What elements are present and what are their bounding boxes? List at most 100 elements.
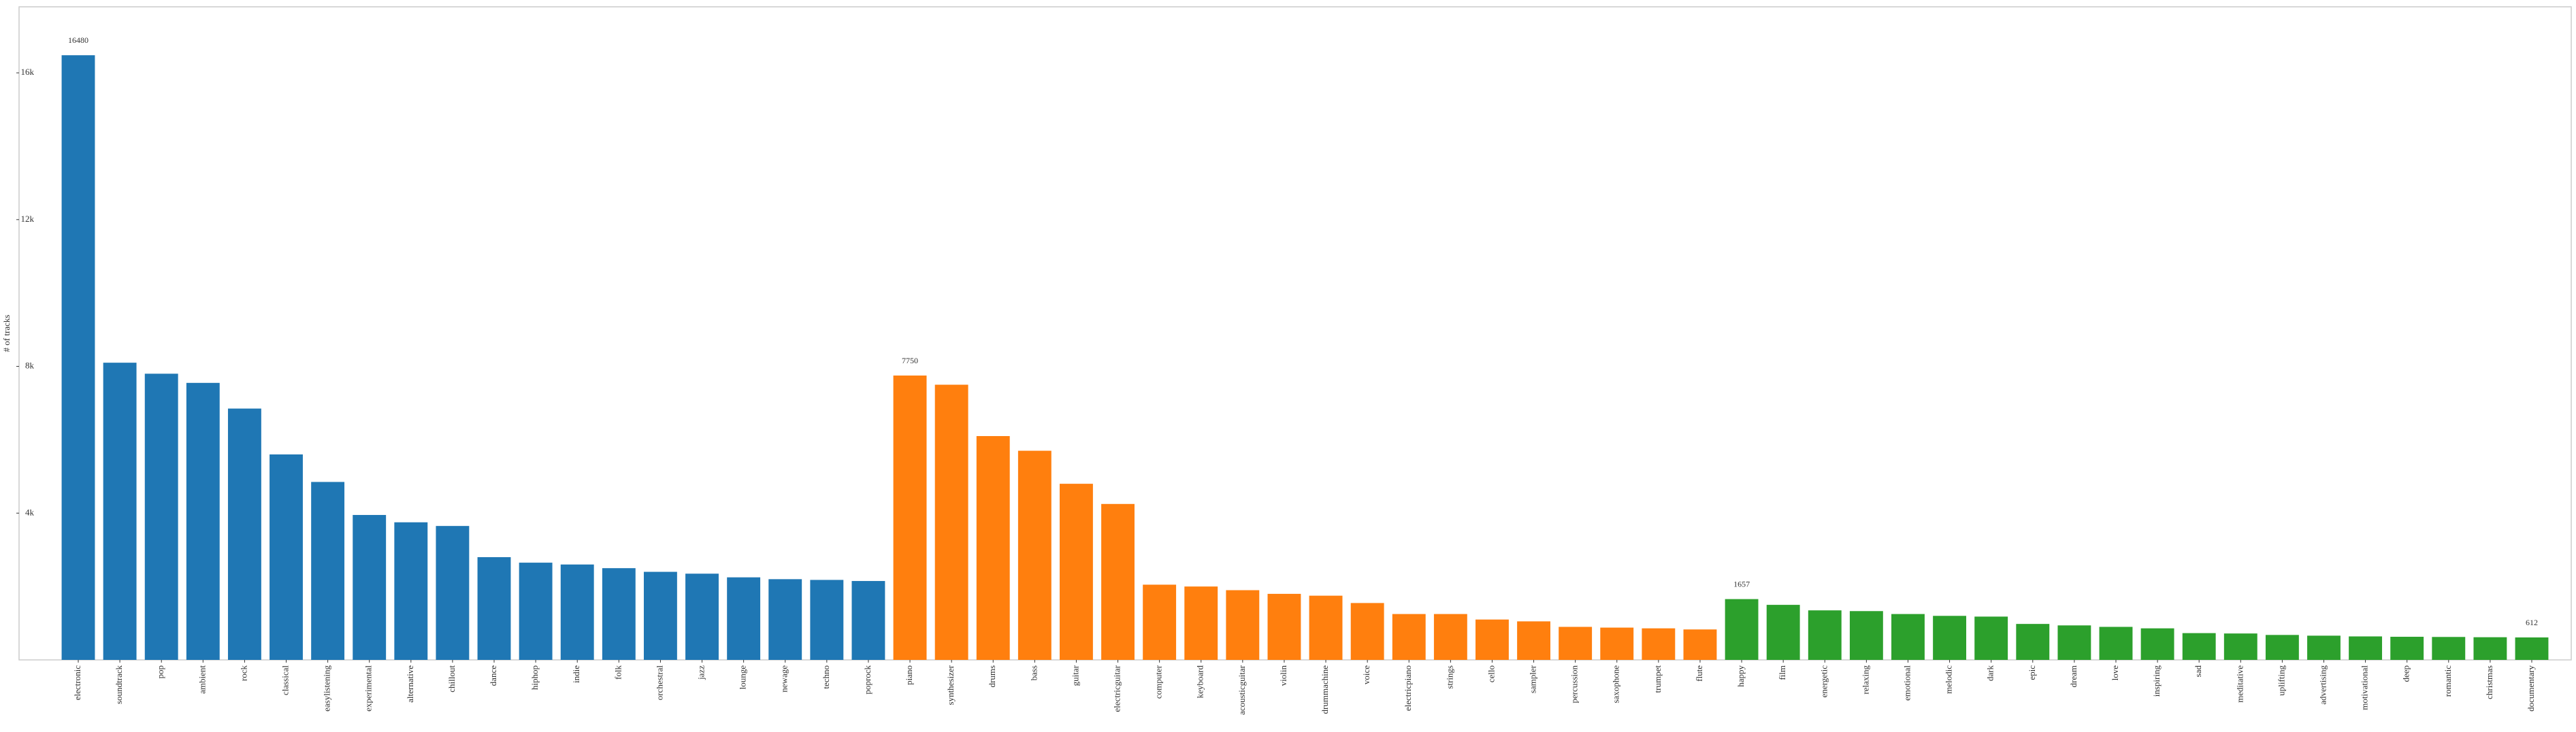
bar-electronic: [61, 55, 95, 660]
bar-love: [2099, 627, 2133, 660]
y-ticks-layer: 4k 8k 12k 16k: [16, 67, 35, 517]
bars-layer: [61, 55, 2549, 660]
bar-bass: [1017, 450, 1051, 660]
x-tick-label-pop: pop: [155, 665, 165, 679]
bar-percussion: [1559, 627, 1593, 660]
bar-folk: [602, 568, 636, 660]
x-tick-label-trumpet: trumpet: [1652, 665, 1663, 693]
x-ticks-layer: electronic soundtrack pop ambient rock classi…: [72, 660, 2536, 715]
bar-epic: [2016, 624, 2050, 660]
bar-acousticguitar: [1226, 590, 1260, 660]
x-tick-label-dance: dance: [488, 665, 498, 686]
bar-film: [1766, 605, 1800, 660]
bar-guitar: [1060, 484, 1093, 660]
data-label-documentary: 612: [2526, 618, 2538, 627]
bar-electricpiano: [1392, 614, 1426, 660]
bar-advertising: [2307, 635, 2341, 660]
bar-rock: [227, 408, 261, 660]
bar-motivational: [2349, 636, 2383, 660]
bar-drummachine: [1309, 595, 1343, 660]
x-tick-label-synthesizer: synthesizer: [945, 665, 956, 705]
x-tick-label-guitar: guitar: [1070, 665, 1080, 686]
x-tick-label-happy: happy: [1735, 665, 1746, 687]
y-axis-label: # of tracks: [1, 315, 12, 352]
bar-flute: [1683, 629, 1717, 660]
x-tick-label-computer: computer: [1154, 665, 1164, 699]
bar-drums: [976, 436, 1010, 660]
x-tick-label-drummachine: drummachine: [1320, 665, 1330, 714]
bar-dark: [1974, 616, 2008, 660]
x-tick-label-relaxing: relaxing: [1860, 665, 1870, 695]
x-tick-label-acousticguitar: acousticguitar: [1237, 665, 1247, 715]
bar-trumpet: [1642, 628, 1676, 660]
bar-christmas: [2473, 637, 2507, 660]
x-tick-label-piano: piano: [904, 665, 914, 685]
bar-saxophone: [1600, 627, 1634, 660]
y-tick-label-16k: 16k: [21, 67, 35, 77]
bar-melodic: [1933, 616, 1967, 660]
x-tick-label-sampler: sampler: [1528, 665, 1538, 693]
bar-electricguitar: [1101, 503, 1135, 660]
bar-dream: [2057, 625, 2091, 660]
x-tick-label-epic: epic: [2027, 665, 2037, 680]
bar-poprock: [851, 581, 885, 660]
bar-uplifting: [2265, 635, 2299, 660]
bar-piano: [893, 376, 927, 660]
x-tick-label-cello: cello: [1486, 665, 1496, 682]
data-labels-layer: 16480 7750 1657 612: [68, 35, 2538, 627]
y-tick-label-8k: 8k: [25, 361, 35, 371]
x-tick-label-electricguitar: electricguitar: [1112, 665, 1122, 712]
x-tick-label-alternative: alternative: [405, 665, 415, 703]
bar-experimental: [353, 514, 387, 660]
x-tick-label-saxophone: saxophone: [1611, 665, 1621, 703]
bar-soundtrack: [103, 363, 137, 660]
x-tick-label-rock: rock: [238, 665, 248, 682]
bar-chillout: [436, 526, 470, 660]
bar-indie: [560, 564, 594, 660]
bar-classical: [270, 454, 303, 660]
bar-techno: [810, 580, 844, 660]
x-tick-label-sad: sad: [2193, 665, 2203, 678]
x-tick-label-experimental: experimental: [363, 665, 374, 712]
x-tick-label-easylistening: easylistening: [322, 665, 332, 712]
bar-romantic: [2432, 637, 2466, 660]
x-tick-label-christmas: christmas: [2484, 665, 2494, 699]
bar-ambient: [186, 382, 220, 660]
x-tick-label-deep: deep: [2401, 665, 2411, 682]
x-tick-label-film: film: [1777, 665, 1787, 680]
bar-voice: [1350, 603, 1384, 660]
x-tick-label-lounge: lounge: [738, 665, 748, 690]
x-tick-label-emotional: emotional: [1902, 665, 1912, 701]
y-tick-label-12k: 12k: [21, 214, 35, 224]
x-tick-label-newage: newage: [779, 665, 789, 693]
bar-alternative: [394, 522, 428, 660]
bar-inspiring: [2140, 628, 2174, 660]
bar-hiphop: [519, 563, 553, 660]
x-tick-label-percussion: percussion: [1569, 665, 1580, 703]
x-tick-label-dark: dark: [1985, 665, 1995, 682]
x-tick-label-romantic: romantic: [2443, 665, 2453, 697]
bar-violin: [1267, 593, 1301, 660]
bar-happy: [1725, 599, 1759, 660]
bar-documentary: [2515, 637, 2549, 660]
x-tick-label-violin: violin: [1278, 665, 1288, 686]
bar-deep: [2390, 637, 2424, 660]
x-tick-label-uplifting: uplifting: [2276, 665, 2286, 696]
x-tick-label-ambient: ambient: [197, 665, 207, 694]
x-tick-label-melodic: melodic: [1944, 665, 1954, 694]
x-tick-label-advertising: advertising: [2317, 665, 2328, 705]
x-tick-label-flute: flute: [1694, 665, 1704, 682]
x-tick-label-hiphop: hiphop: [529, 665, 540, 690]
x-tick-label-keyboard: keyboard: [1195, 665, 1205, 699]
bar-dance: [477, 556, 511, 660]
x-tick-label-folk: folk: [613, 665, 623, 680]
x-tick-label-love: love: [2110, 665, 2120, 681]
x-tick-label-documentary: documentary: [2526, 665, 2536, 712]
bar-easylistening: [311, 482, 345, 660]
bar-synthesizer: [934, 384, 968, 660]
x-tick-label-energetic: energetic: [1819, 665, 1829, 698]
x-tick-label-strings: strings: [1444, 665, 1454, 689]
x-tick-label-techno: techno: [821, 665, 831, 689]
data-label-happy: 1657: [1733, 580, 1750, 589]
x-tick-label-dream: dream: [2068, 665, 2078, 687]
